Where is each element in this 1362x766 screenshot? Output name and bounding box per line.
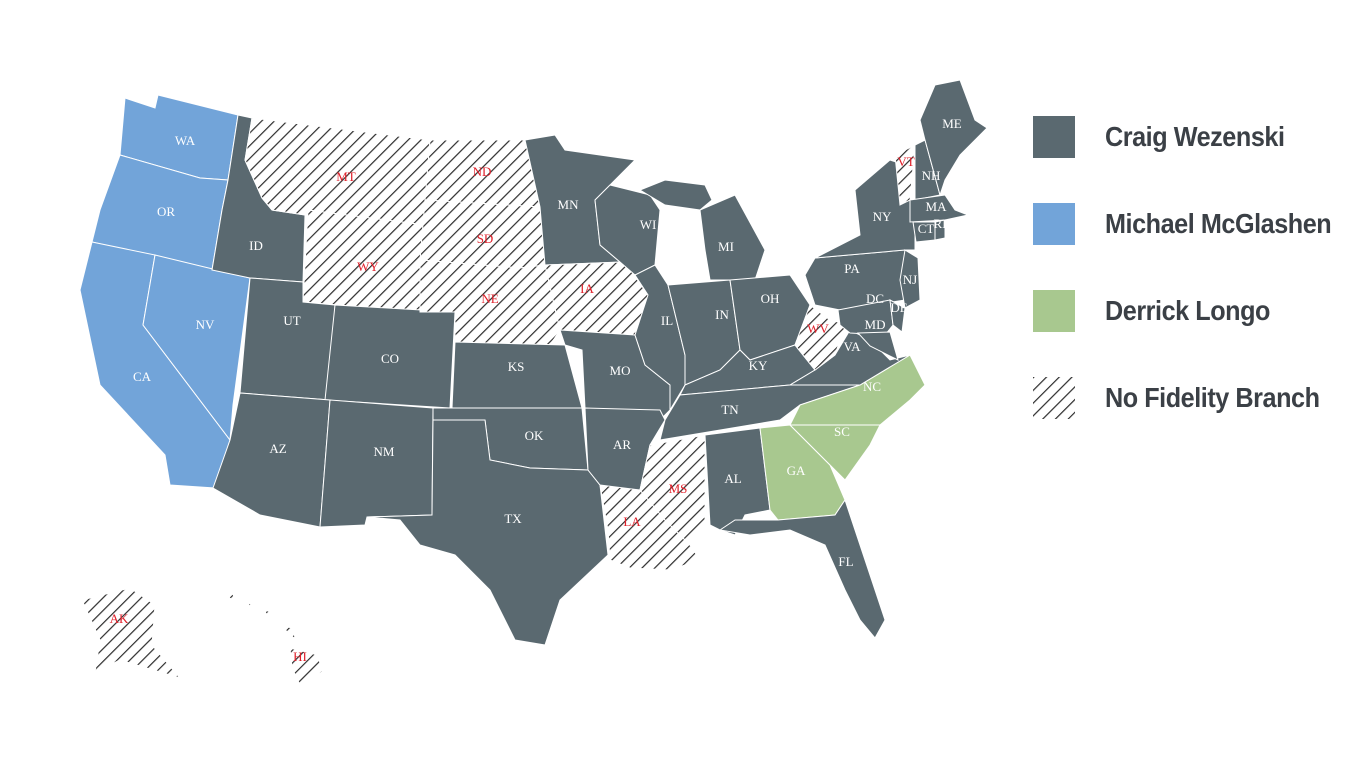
state-label-wa: WA: [175, 133, 196, 148]
state-label-oh: OH: [761, 291, 780, 306]
state-de: [889, 299, 906, 333]
state-nm: [319, 399, 434, 528]
state-label-mt: MT: [336, 169, 356, 184]
state-label-ny: NY: [873, 209, 892, 224]
state-label-nd: ND: [473, 164, 492, 179]
legend-label: No Fidelity Branch: [1105, 381, 1320, 413]
legend-swatch: [1033, 202, 1075, 245]
state-label-tx: TX: [504, 511, 522, 526]
state-label-ks: KS: [508, 359, 525, 374]
state-ks: [451, 341, 583, 409]
state-label-de: DE: [890, 300, 907, 315]
state-label-sd: SD: [477, 231, 494, 246]
state-label-ok: OK: [525, 428, 544, 443]
legend-label: Craig Wezenski: [1105, 120, 1285, 152]
state-label-ga: GA: [787, 463, 806, 478]
state-label-wv: WV: [807, 321, 829, 336]
legend-swatch-hatch: [1033, 376, 1075, 419]
state-tx: [366, 419, 609, 646]
legend: Craig Wezenski Michael McGlashen Derrick…: [1033, 115, 1356, 419]
state-hi: [247, 602, 255, 614]
state-label-mi: MI: [718, 239, 734, 254]
state-label-ut: UT: [283, 313, 300, 328]
state-label-ia: IA: [580, 281, 594, 296]
state-label-az: AZ: [269, 441, 286, 456]
legend-item-derrick-longo: Derrick Longo: [1033, 289, 1356, 332]
state-label-il: IL: [661, 313, 673, 328]
state-fl: [718, 498, 886, 639]
state-label-ky: KY: [749, 358, 768, 373]
legend-item-no-fidelity-branch: No Fidelity Branch: [1033, 376, 1356, 419]
state-md: [856, 331, 899, 361]
state-label-ri: RI: [934, 216, 947, 231]
state-label-pa: PA: [844, 261, 860, 276]
state-label-tn: TN: [721, 402, 739, 417]
state-wv: [794, 304, 851, 371]
state-label-ma: MA: [926, 199, 948, 214]
state-label-ct: CT: [918, 221, 935, 236]
state-label-co: CO: [381, 351, 399, 366]
state-label-sc: SC: [834, 424, 850, 439]
state-me: [919, 79, 988, 197]
legend-swatch: [1033, 289, 1075, 332]
state-label-ms: MS: [669, 481, 688, 496]
state-label-hi: HI: [293, 649, 307, 664]
state-label-va: VA: [843, 339, 861, 354]
legend-item-michael-mcglashen: Michael McGlashen: [1033, 202, 1356, 245]
state-mi-upper: [638, 179, 713, 211]
state-il: [634, 264, 686, 412]
state-hi: [289, 647, 323, 686]
state-label-me: ME: [942, 116, 962, 131]
state-label-la: LA: [623, 514, 641, 529]
legend-label: Michael McGlashen: [1105, 207, 1332, 239]
state-label-wi: WI: [640, 217, 657, 232]
state-ri: [934, 219, 946, 241]
state-label-md: MD: [865, 317, 886, 332]
state-ak: [81, 587, 182, 679]
state-nj: [899, 249, 921, 309]
state-hi: [278, 624, 297, 641]
state-label-al: AL: [724, 471, 741, 486]
state-label-nj: NJ: [903, 272, 917, 287]
legend-item-craig-wezenski: Craig Wezenski: [1033, 115, 1356, 158]
state-label-mn: MN: [558, 197, 580, 212]
state-label-ak: AK: [110, 611, 129, 626]
state-hi: [262, 609, 273, 622]
state-label-vt: VT: [897, 154, 914, 169]
state-label-nc: NC: [863, 379, 881, 394]
state-label-mo: MO: [610, 363, 631, 378]
state-ma: [909, 194, 970, 223]
state-label-nh: NH: [922, 168, 941, 183]
state-label-nv: NV: [196, 317, 215, 332]
state-label-fl: FL: [838, 554, 853, 569]
state-label-wy: WY: [357, 259, 379, 274]
state-label-or: OR: [157, 204, 175, 219]
legend-label: Derrick Longo: [1105, 294, 1270, 326]
state-label-ne: NE: [481, 291, 498, 306]
state-label-ar: AR: [613, 437, 631, 452]
legend-swatch: [1033, 115, 1075, 158]
state-label-nm: NM: [374, 444, 395, 459]
state-label-ca: CA: [133, 369, 152, 384]
state-label-in: IN: [715, 307, 729, 322]
state-hi: [223, 591, 238, 604]
state-label-id: ID: [249, 238, 263, 253]
state-label-dc: DC: [866, 291, 884, 306]
